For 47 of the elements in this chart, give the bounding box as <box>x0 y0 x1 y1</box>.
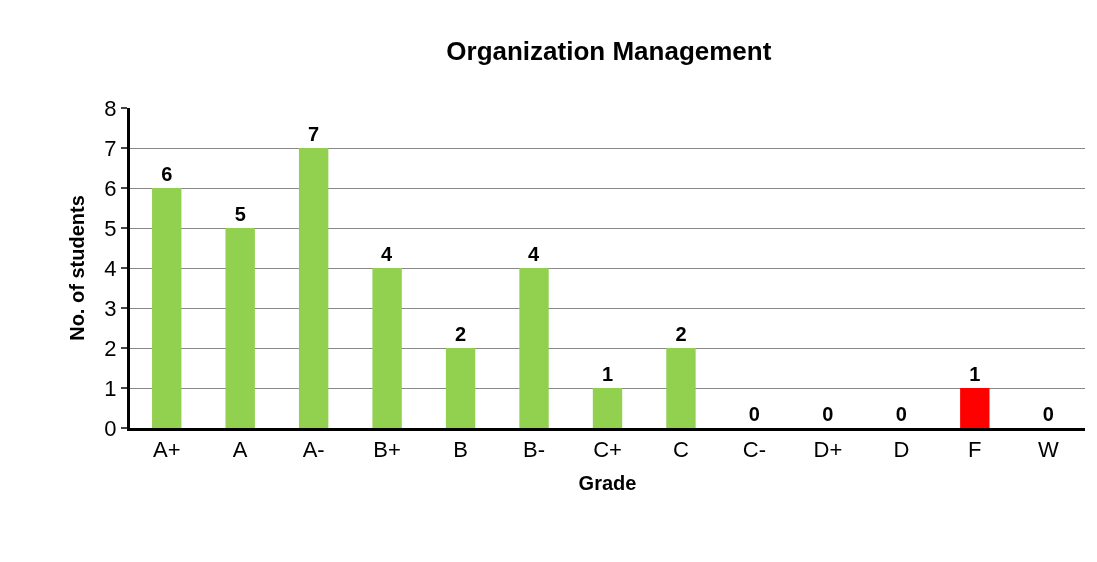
bar <box>298 148 329 428</box>
bar <box>372 268 402 428</box>
data-label: 2 <box>455 323 467 345</box>
data-label: 1 <box>601 363 614 385</box>
bar <box>445 348 476 428</box>
data-label: 1 <box>969 363 981 385</box>
x-tick-label: F <box>968 437 982 463</box>
bar <box>225 228 255 428</box>
y-tick-label: 1 <box>104 375 117 401</box>
x-tick-label: C+ <box>593 437 622 463</box>
y-tick-label: 4 <box>104 255 117 281</box>
x-tick-label: B- <box>523 437 546 463</box>
y-tick-label: 6 <box>104 175 117 201</box>
y-tick-label: 3 <box>104 295 117 321</box>
data-label: 6 <box>161 163 173 185</box>
bar <box>519 268 549 428</box>
data-label: 0 <box>1042 403 1054 425</box>
data-label: 0 <box>822 403 834 425</box>
x-tick-label: C- <box>742 437 767 463</box>
y-tick-label: 8 <box>104 95 117 121</box>
chart-title: Organization Management <box>446 35 772 66</box>
y-tick-label: 5 <box>104 215 117 241</box>
x-tick-label: W <box>1037 437 1059 463</box>
data-label: 0 <box>748 403 760 425</box>
x-tick-label: A <box>232 437 248 463</box>
bar <box>152 188 182 428</box>
data-label: 2 <box>675 323 687 345</box>
x-tick-label: C <box>673 437 690 463</box>
y-tick-label: 2 <box>104 335 117 361</box>
bar <box>592 388 623 428</box>
y-tick-label: 0 <box>104 415 117 441</box>
x-tick-label: D <box>893 437 910 463</box>
y-tick-label: 7 <box>104 135 117 161</box>
bar <box>960 388 990 428</box>
bar <box>666 348 696 428</box>
x-tick-label: B <box>453 437 468 463</box>
data-label: 7 <box>308 123 320 145</box>
x-tick-label: B+ <box>373 437 401 463</box>
data-label: 4 <box>528 243 541 265</box>
y-axis-title: No. of students <box>65 195 88 341</box>
data-label: 0 <box>895 403 907 425</box>
x-tick-label: A+ <box>152 437 181 463</box>
data-label: 4 <box>381 243 394 265</box>
data-label: 5 <box>234 203 246 225</box>
x-tick-label: A- <box>302 437 325 463</box>
x-axis-title: Grade <box>578 471 637 494</box>
x-tick-label: D+ <box>813 437 843 463</box>
